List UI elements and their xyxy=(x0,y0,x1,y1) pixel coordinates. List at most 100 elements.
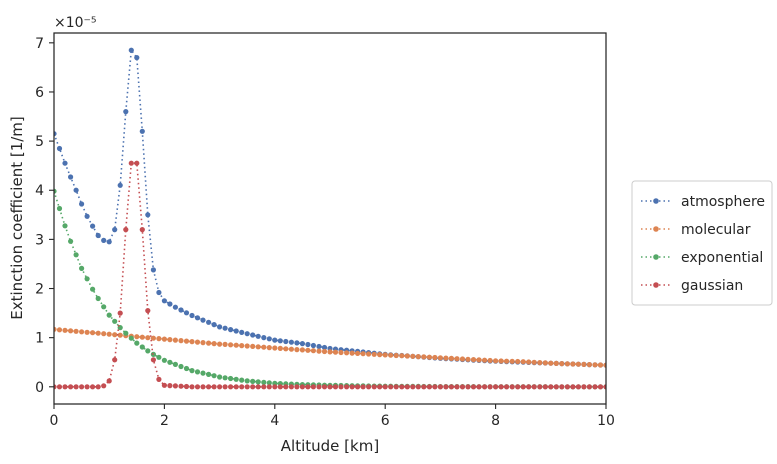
data-point-molecular xyxy=(172,337,178,343)
data-point-gaussian xyxy=(482,384,488,390)
data-point-exponential xyxy=(222,375,228,381)
data-point-molecular xyxy=(537,360,543,366)
data-point-exponential xyxy=(217,374,223,380)
data-point-gaussian xyxy=(54,384,57,390)
data-point-molecular xyxy=(377,352,383,358)
data-point-gaussian xyxy=(189,384,195,390)
data-point-exponential xyxy=(233,376,239,382)
y-tick-label: 3 xyxy=(35,232,44,248)
y-tick-label: 4 xyxy=(35,183,44,199)
data-point-molecular xyxy=(239,343,245,349)
data-point-atmosphere xyxy=(288,339,294,345)
data-point-exponential xyxy=(101,304,107,310)
data-point-gaussian xyxy=(360,384,366,390)
data-point-molecular xyxy=(261,344,267,350)
data-point-molecular xyxy=(222,341,228,347)
data-point-atmosphere xyxy=(250,332,256,338)
data-point-gaussian xyxy=(145,308,151,314)
data-point-gaussian xyxy=(299,384,305,390)
data-point-atmosphere xyxy=(172,304,178,310)
data-point-atmosphere xyxy=(261,335,267,341)
data-point-atmosphere xyxy=(161,298,167,304)
data-point-molecular xyxy=(156,336,162,342)
data-point-exponential xyxy=(161,357,167,363)
data-point-gaussian xyxy=(603,384,606,390)
data-point-molecular xyxy=(294,347,300,353)
data-point-exponential xyxy=(54,188,57,194)
data-point-molecular xyxy=(415,354,421,360)
data-point-exponential xyxy=(139,344,145,350)
data-point-molecular xyxy=(54,326,57,332)
data-point-gaussian xyxy=(200,384,206,390)
data-point-exponential xyxy=(211,373,217,379)
legend-marker-exponential xyxy=(653,254,659,260)
data-point-molecular xyxy=(355,350,361,356)
legend-label-gaussian: gaussian xyxy=(681,278,743,294)
data-point-exponential xyxy=(68,238,74,244)
data-point-gaussian xyxy=(73,384,79,390)
data-point-gaussian xyxy=(399,384,405,390)
data-point-gaussian xyxy=(531,384,537,390)
data-point-molecular xyxy=(526,359,532,365)
data-point-molecular xyxy=(150,335,156,341)
data-point-molecular xyxy=(548,360,554,366)
data-point-molecular xyxy=(366,351,372,357)
data-point-molecular xyxy=(344,350,350,356)
data-point-atmosphere xyxy=(183,310,190,316)
data-point-gaussian xyxy=(371,384,377,390)
data-point-atmosphere xyxy=(150,267,156,273)
data-point-atmosphere xyxy=(321,344,328,351)
data-point-molecular xyxy=(117,332,123,338)
data-point-molecular xyxy=(454,356,460,362)
data-point-molecular xyxy=(404,353,410,359)
data-point-atmosphere xyxy=(194,315,201,321)
data-point-molecular xyxy=(476,357,482,363)
data-point-molecular xyxy=(421,354,427,360)
data-point-gaussian xyxy=(167,383,173,389)
data-point-gaussian xyxy=(327,384,333,390)
data-point-gaussian xyxy=(520,384,526,390)
legend-label-exponential: exponential xyxy=(681,250,763,266)
data-point-molecular xyxy=(310,348,316,354)
data-point-molecular xyxy=(73,328,79,334)
data-point-molecular xyxy=(388,352,394,358)
data-point-gaussian xyxy=(426,384,432,390)
data-point-atmosphere xyxy=(217,324,223,330)
data-point-molecular xyxy=(515,358,521,365)
data-point-exponential xyxy=(200,370,206,376)
data-point-exponential xyxy=(189,368,195,374)
data-point-molecular xyxy=(581,361,587,367)
data-point-gaussian xyxy=(68,384,74,390)
data-point-molecular xyxy=(592,362,598,368)
data-point-molecular xyxy=(443,355,449,361)
data-point-gaussian xyxy=(316,384,322,390)
data-point-gaussian xyxy=(465,384,471,390)
data-point-atmosphere xyxy=(255,333,261,339)
data-point-gaussian xyxy=(366,384,372,390)
data-point-exponential xyxy=(90,286,96,292)
data-point-molecular xyxy=(244,343,250,349)
data-point-gaussian xyxy=(250,384,256,390)
data-point-molecular xyxy=(493,358,499,364)
y-tick-label: 0 xyxy=(35,380,44,396)
data-point-exponential xyxy=(239,377,245,383)
data-point-gaussian xyxy=(504,384,510,390)
data-point-atmosphere xyxy=(294,340,300,346)
data-point-molecular xyxy=(206,340,212,346)
legend-box xyxy=(631,180,773,306)
data-point-gaussian xyxy=(233,384,239,390)
data-point-atmosphere xyxy=(167,301,173,307)
data-point-gaussian xyxy=(415,384,421,390)
data-point-gaussian xyxy=(156,376,162,382)
data-point-gaussian xyxy=(586,384,593,390)
data-point-exponential xyxy=(178,363,184,370)
data-point-gaussian xyxy=(592,384,598,390)
data-point-molecular xyxy=(189,339,195,345)
data-point-molecular xyxy=(382,352,388,358)
y-tick-label: 5 xyxy=(35,134,44,150)
data-point-atmosphere xyxy=(79,201,85,207)
data-point-molecular xyxy=(305,347,311,353)
data-point-gaussian xyxy=(84,384,90,390)
data-point-gaussian xyxy=(261,384,267,390)
